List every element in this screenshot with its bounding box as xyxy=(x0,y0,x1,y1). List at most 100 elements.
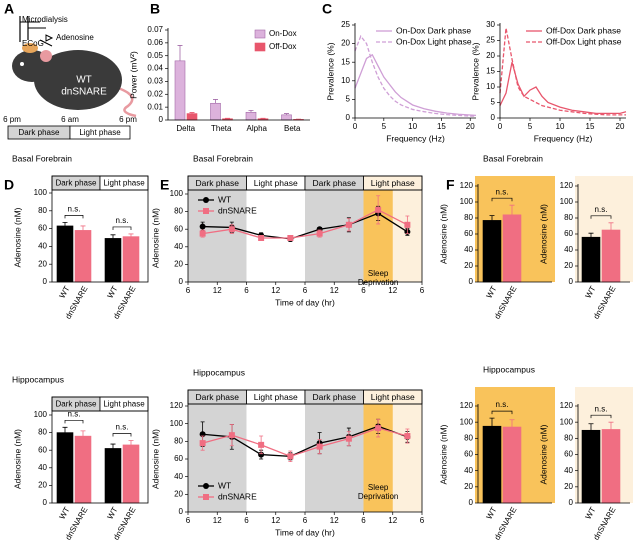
marker xyxy=(404,221,411,228)
phase-label: Dark phase xyxy=(313,392,357,402)
error-bar xyxy=(80,225,86,231)
phase-band xyxy=(188,390,247,512)
y-tick-label: 0.01 xyxy=(147,102,163,111)
y-tick-label: 100 xyxy=(460,197,474,206)
phase-band xyxy=(246,176,305,282)
marker xyxy=(258,441,265,448)
marker xyxy=(258,235,265,241)
x-tick-label: 6 xyxy=(420,286,425,295)
panel-letter: B xyxy=(150,1,160,17)
y-tick-label: 0.04 xyxy=(147,64,163,73)
legend-label: dnSNARE xyxy=(218,205,257,215)
y-tick-label: 120 xyxy=(460,401,474,410)
y-tick-label: 60 xyxy=(38,445,47,454)
y-tick-label: 80 xyxy=(38,206,47,215)
x-tick-label: Delta xyxy=(176,124,195,133)
x-tick-label: WT xyxy=(58,505,72,520)
y-tick-label: 40 xyxy=(38,242,47,251)
panel-letter: E xyxy=(160,177,169,193)
panel-letter: D xyxy=(4,177,14,193)
legend-marker xyxy=(203,494,209,500)
phase-label: Dark phase xyxy=(313,178,357,188)
y-tick-label: 40 xyxy=(174,242,183,251)
y-tick-label: 0 xyxy=(469,277,474,286)
x-tick-label: 15 xyxy=(437,122,446,131)
time-label: 6 pm xyxy=(119,115,137,124)
x-tick-label: WT xyxy=(106,284,120,299)
x-tick-label: 12 xyxy=(213,286,222,295)
y-tick-label: 0.05 xyxy=(147,51,163,60)
error-bar xyxy=(608,222,614,230)
x-tick-label: 12 xyxy=(271,286,280,295)
y-tick-label: 80 xyxy=(564,213,573,222)
axes xyxy=(577,184,630,283)
line xyxy=(499,27,626,116)
y-tick-label: 80 xyxy=(174,436,183,445)
line xyxy=(202,427,408,458)
error-bar xyxy=(588,232,594,238)
y-tick-label: 0.07 xyxy=(147,25,163,34)
phase-label: Light phase xyxy=(371,392,415,402)
x-tick-label: Beta xyxy=(284,124,301,133)
significance-bracket xyxy=(112,226,132,230)
plot-frame xyxy=(187,175,423,283)
phase-label: Light phase xyxy=(254,392,298,402)
x-axis-label: Frequency (Hz) xyxy=(386,133,445,143)
y-axis-label: Adenosine (nM) xyxy=(12,429,22,489)
x-tick-label: 20 xyxy=(466,122,475,131)
y-tick-label: 10 xyxy=(486,82,495,91)
legend-label: On-Dox xyxy=(269,29,297,38)
x-tick-label: 12 xyxy=(213,516,222,525)
time-label: 6 am xyxy=(61,115,79,124)
error-bar xyxy=(489,417,495,427)
pointer xyxy=(20,21,53,47)
y-tick-label: 0 xyxy=(43,498,48,507)
y-axis-label: Adenosine (nM) xyxy=(150,208,160,268)
y-tick-label: 60 xyxy=(38,224,47,233)
legend-label: Off-Dox xyxy=(269,42,296,51)
bar xyxy=(502,214,522,283)
chart: Hippocampus 0 20 40 60 80 100 120 Adenosine (nM)… xyxy=(438,364,555,542)
y-tick-label: 0.03 xyxy=(147,77,163,86)
panel-letters: A B C D E F xyxy=(4,1,455,193)
panel-letter: A xyxy=(4,1,14,17)
chart-title: Basal Forebrain xyxy=(483,153,543,163)
panel-letter: F xyxy=(446,177,455,193)
bar xyxy=(186,113,198,121)
y-tick-label: 40 xyxy=(564,245,573,254)
y-tick-label: 60 xyxy=(564,450,573,459)
line xyxy=(354,53,477,117)
y-tick-label: 0 xyxy=(179,507,184,516)
bar xyxy=(482,425,502,504)
error-bar xyxy=(128,440,134,445)
y-tick-label: 0 xyxy=(569,277,574,286)
x-tick-label: 10 xyxy=(408,122,417,131)
bar xyxy=(74,230,92,283)
legend-marker xyxy=(203,483,209,489)
y-tick-label: 80 xyxy=(38,428,47,437)
category-label: Light phase xyxy=(103,179,145,188)
bar xyxy=(502,426,522,504)
shading-label-box: Sleep Deprivation xyxy=(358,483,398,501)
y-tick-label: 60 xyxy=(174,224,183,233)
chart: Basal Forebrain 0 20 40 60 80 100 120 Adenosine … xyxy=(438,153,555,321)
x-tick-label: WT xyxy=(58,284,72,299)
error-bar xyxy=(110,443,116,449)
y-axis-label: Adenosine (nM) xyxy=(438,424,448,484)
y-tick-label: 10 xyxy=(341,76,350,85)
headstage xyxy=(22,43,38,53)
bar xyxy=(601,429,621,504)
bar xyxy=(104,238,122,283)
annotation: n.s. xyxy=(116,423,129,432)
legend-marker xyxy=(203,197,209,203)
bar xyxy=(581,236,601,283)
y-tick-label: 120 xyxy=(170,401,184,410)
bar xyxy=(245,111,257,121)
line xyxy=(354,34,476,117)
error-bar xyxy=(284,113,289,115)
category-label: Light phase xyxy=(103,400,145,409)
y-tick-label: 15 xyxy=(486,67,495,76)
plot-frame xyxy=(51,175,149,283)
significance-bracket xyxy=(491,410,513,415)
